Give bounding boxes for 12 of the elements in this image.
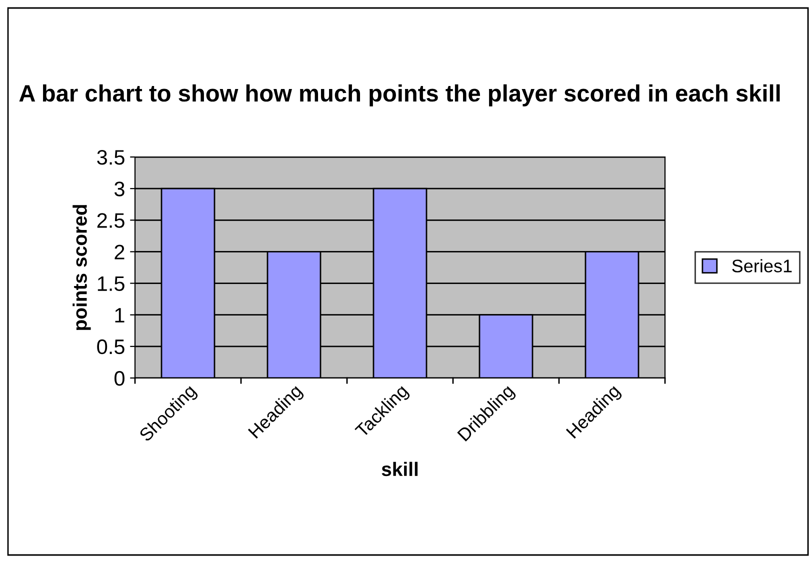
y-tick-label: 3	[114, 182, 124, 196]
legend-label: Series1	[732, 259, 792, 272]
y-tick-label: 3.5	[97, 150, 124, 165]
y-tick-label: 1	[115, 308, 124, 322]
y-tick-label: 2	[114, 244, 124, 260]
x-axis-title: skill	[382, 462, 418, 476]
y-tick-label: 0.5	[97, 339, 124, 354]
chart-title: A bar chart to show how much points the player scored in each skill	[19, 84, 780, 106]
y-tick-label: 2.5	[97, 213, 124, 228]
y-axis-title: points scored	[72, 205, 91, 330]
y-tick-label: 0	[114, 371, 124, 386]
y-tick-label: 1.5	[98, 276, 124, 292]
